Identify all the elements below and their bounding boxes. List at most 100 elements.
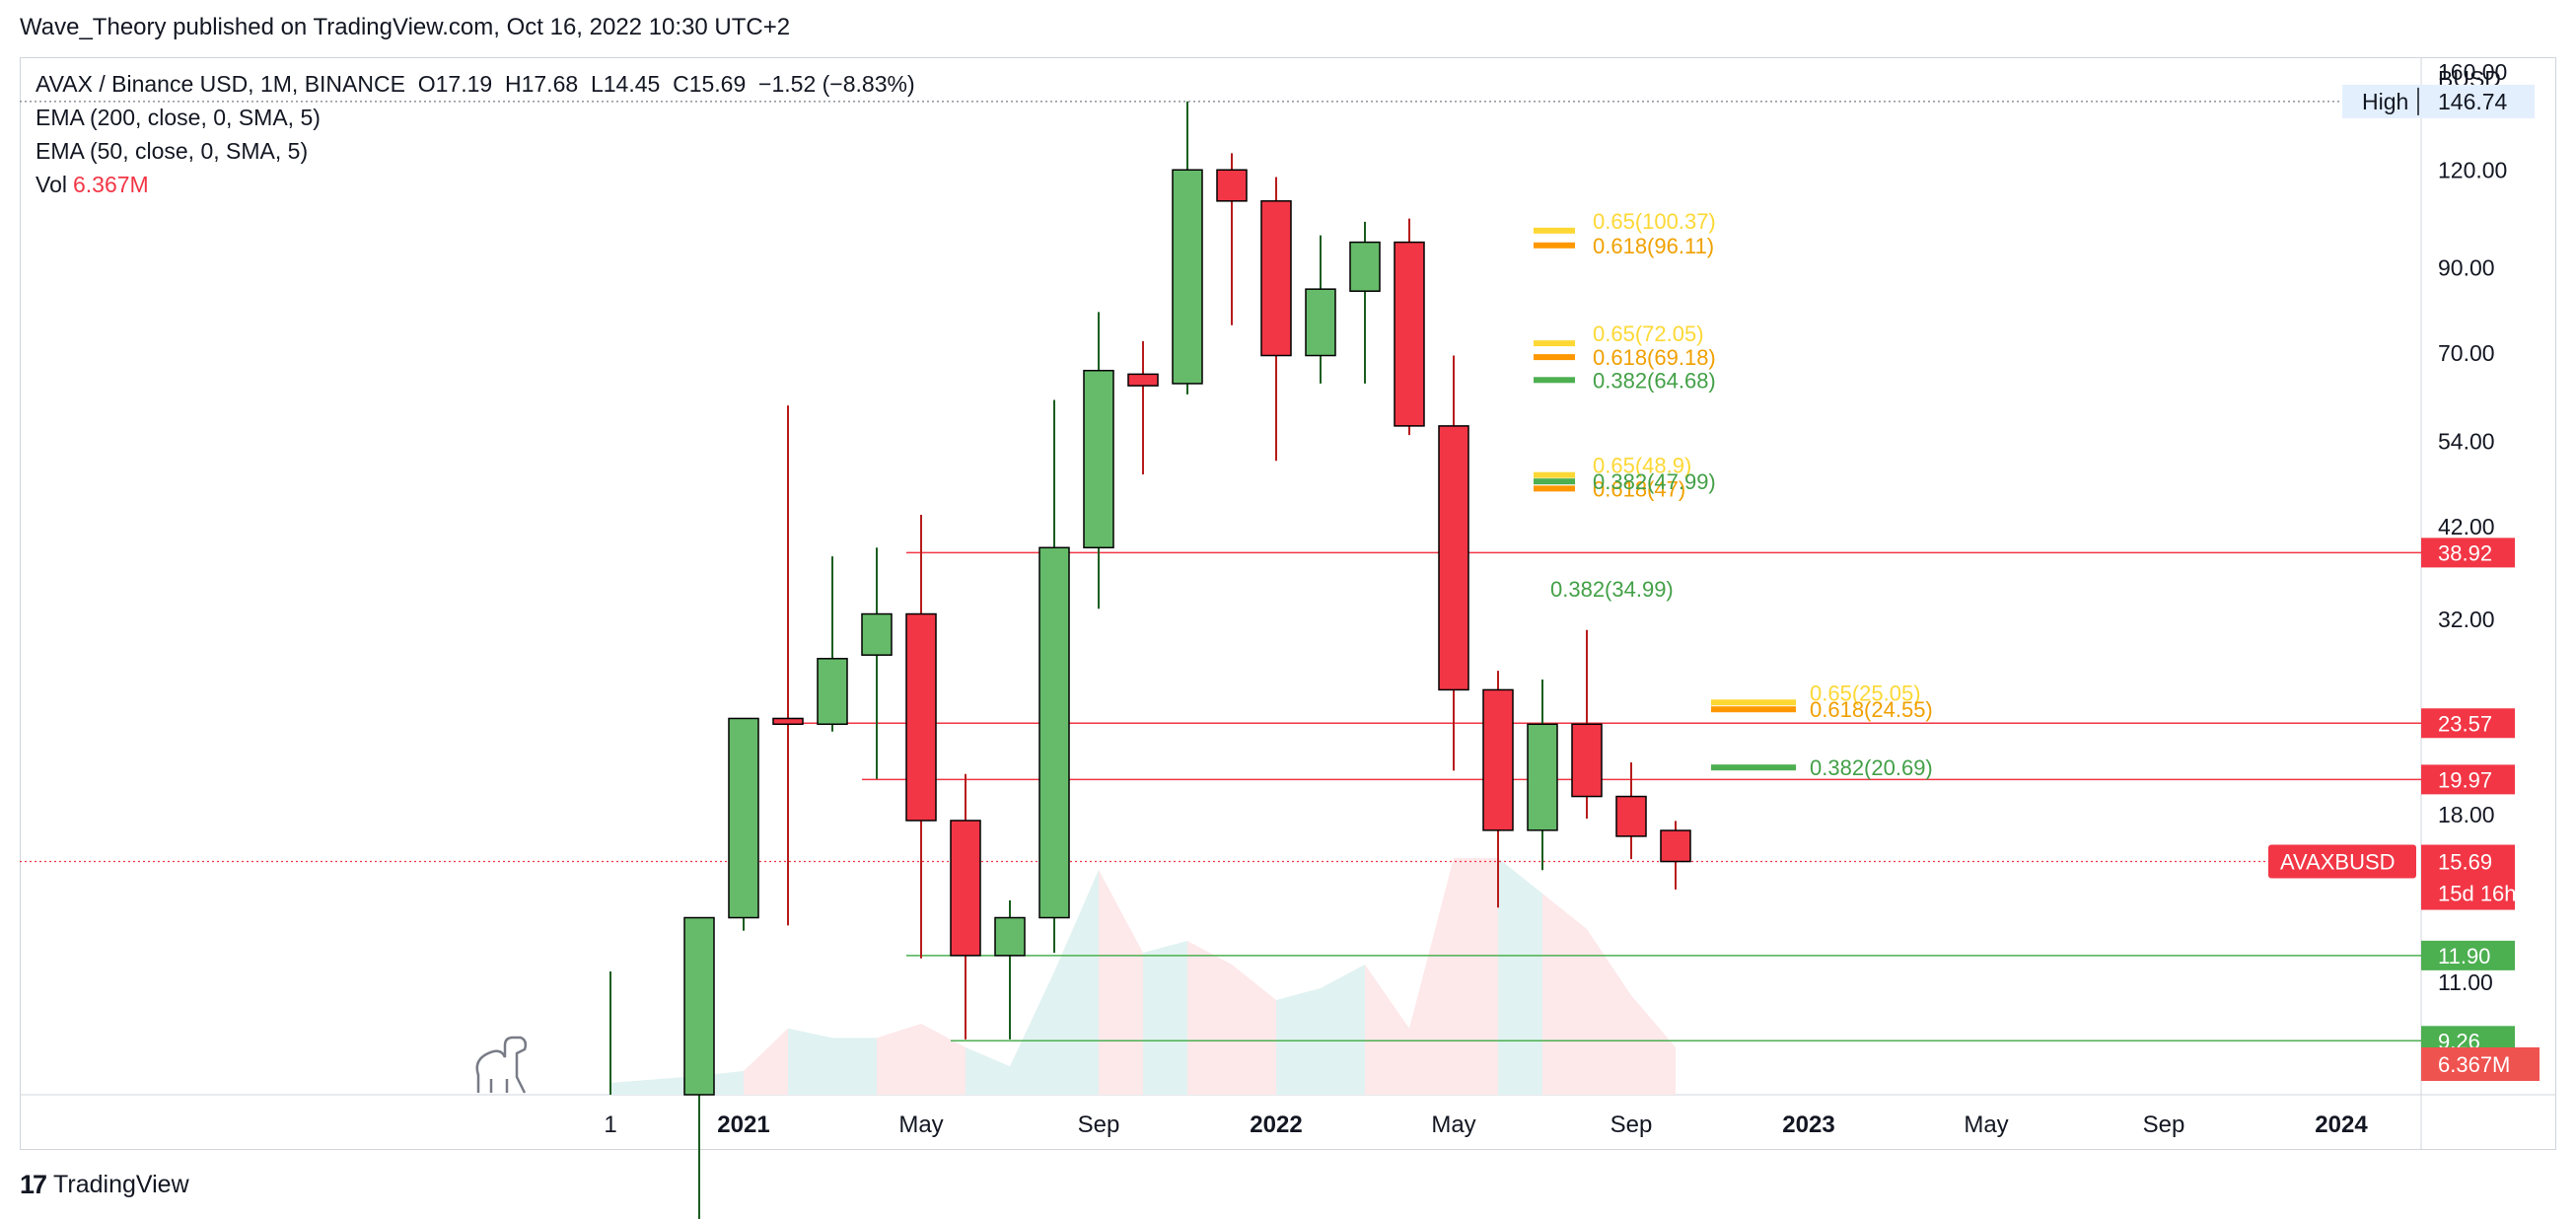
fib-level-label: 0.382(64.68) [1593, 368, 1716, 393]
symbol-tag-label: AVAXBUSD [2280, 850, 2396, 875]
candle-body[interactable] [1083, 369, 1114, 549]
candle-body[interactable] [1216, 169, 1248, 202]
volume-area-segment [1010, 971, 1054, 1095]
level-price-tag [2421, 538, 2515, 568]
fib-level-marker [1534, 354, 1575, 361]
legend-volume-row[interactable]: Vol 6.367M [36, 168, 915, 201]
price-axis-tick: 11.00 [2438, 969, 2493, 995]
fib-level-marker [1534, 242, 1575, 249]
price-axis-tick: 54.00 [2438, 428, 2495, 454]
candle-body[interactable] [1527, 723, 1558, 831]
legend-symbol-row[interactable]: AVAX / Binance USD, 1M, BINANCE O17.19 H… [36, 67, 915, 101]
candle-body[interactable] [1305, 288, 1336, 357]
chart-legend: AVAX / Binance USD, 1M, BINANCE O17.19 H… [36, 67, 915, 201]
level-price-tag [2421, 940, 2515, 970]
legend-open-label: O [417, 71, 436, 97]
candle-body[interactable] [1394, 241, 1425, 427]
legend-high-label: H [504, 71, 522, 97]
fib-level-label: 0.65(25.05) [1810, 681, 1921, 705]
volume-area-segment [1187, 941, 1232, 1095]
level-price-tag-label: 38.92 [2438, 540, 2492, 565]
fib-level-marker [1534, 471, 1575, 478]
volume-price-tag-label: 6.367M [2438, 1052, 2510, 1077]
candle-body[interactable] [1172, 169, 1203, 385]
legend-ema200[interactable]: EMA (200, close, 0, SMA, 5) [36, 105, 321, 130]
legend-vol-label: Vol [36, 172, 67, 197]
volume-area-segment [788, 1028, 832, 1095]
time-axis-tick: Sep [1078, 1111, 1120, 1138]
price-axis-tick: 120.00 [2438, 157, 2507, 182]
last-price-tag [2421, 844, 2515, 910]
candle-body[interactable] [1349, 241, 1381, 292]
fib-level-marker [1534, 478, 1575, 485]
legend-close-label: C [673, 71, 689, 97]
fib-level-marker [1534, 485, 1575, 492]
level-price-tag-label: 19.97 [2438, 767, 2492, 792]
fib-level-label: 0.618(69.18) [1593, 345, 1716, 370]
volume-area-segment [1099, 870, 1143, 1095]
fib-level-marker [1711, 699, 1796, 706]
tradingview-brand: TradingView [53, 1171, 189, 1198]
volume-area-segment [966, 1047, 1010, 1095]
high-marker-value: 146.74 [2438, 89, 2508, 114]
volume-area-segment [1365, 965, 1409, 1095]
tradingview-logo[interactable]: 17 TradingView [20, 1170, 189, 1200]
legend-ema50[interactable]: EMA (50, close, 0, SMA, 5) [36, 138, 309, 164]
volume-area-segment [744, 1028, 788, 1095]
candle-body[interactable] [950, 820, 981, 957]
price-axis-tick: 160.00 [2438, 59, 2507, 85]
legend-high: 17.68 [521, 71, 579, 97]
candle-body[interactable] [772, 717, 804, 726]
candle-body[interactable] [905, 612, 937, 822]
high-marker-box [2342, 84, 2535, 118]
legend-close: 15.69 [688, 71, 747, 97]
fib-level-label: 0.618(24.55) [1810, 697, 1933, 722]
time-axis-tick: Sep [1610, 1111, 1653, 1138]
level-price-tag [2421, 764, 2515, 795]
fib-level-marker [1534, 340, 1575, 347]
candle-body[interactable] [1660, 829, 1691, 863]
candle-body[interactable] [1127, 373, 1159, 387]
time-axis-tick: May [1431, 1111, 1475, 1138]
fib-level-marker [1534, 227, 1575, 234]
candle-body[interactable] [994, 916, 1026, 957]
price-axis-tick: 18.00 [2438, 802, 2495, 827]
candle-body[interactable] [1571, 723, 1603, 798]
chart-frame [20, 57, 2556, 1150]
last-price-value: 15.69 [2438, 850, 2492, 875]
high-marker-label: High [2362, 89, 2408, 114]
volume-area-segment [1631, 995, 1676, 1095]
time-axis-tick: 2022 [1250, 1111, 1302, 1138]
legend-change: −1.52 (−8.83%) [758, 71, 915, 97]
legend-open: 17.19 [435, 71, 493, 97]
fib-level-label: 0.382(47.99) [1593, 469, 1716, 494]
volume-area-segment [832, 1038, 877, 1095]
time-axis-tick: 2023 [1782, 1111, 1834, 1138]
candle-body[interactable] [1260, 200, 1292, 357]
fib-level-label: 0.618(96.11) [1593, 234, 1714, 258]
candle-body[interactable] [1038, 546, 1070, 919]
candle-body[interactable] [1482, 688, 1514, 831]
candle-body[interactable] [683, 916, 715, 1096]
candle-body[interactable] [728, 717, 759, 919]
time-axis-tick: Sep [2143, 1111, 2185, 1138]
tradingview-logo-icon: 17 [20, 1170, 47, 1199]
volume-area-segment [921, 1024, 966, 1095]
price-axis-tick: 42.00 [2438, 514, 2495, 539]
volume-area-segment [1409, 858, 1454, 1095]
candle-body[interactable] [861, 612, 893, 656]
candle-body[interactable] [1615, 795, 1647, 837]
volume-area-segment [1232, 965, 1276, 1095]
volume-area-segment [1054, 870, 1099, 1095]
candle-body[interactable] [817, 658, 848, 726]
volume-area-segment [1587, 929, 1631, 1095]
legend-symbol: AVAX / Binance USD, 1M, BINANCE [36, 71, 405, 97]
legend-low-label: L [590, 71, 604, 97]
time-axis-tick: May [1964, 1111, 2008, 1138]
time-axis-tick: 1 [604, 1111, 616, 1138]
last-price-countdown: 15d 16h [2438, 882, 2517, 906]
fib-level-label: 0.382(20.69) [1810, 755, 1933, 780]
candle-body[interactable] [1438, 425, 1469, 691]
fib-level-marker [1534, 377, 1575, 384]
